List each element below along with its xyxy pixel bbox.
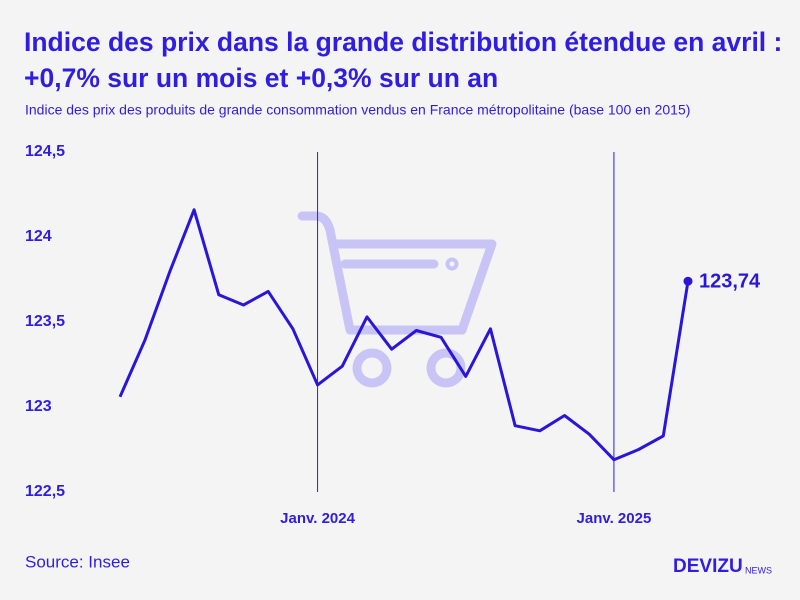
y-tick-label: 123,5	[25, 313, 65, 330]
y-tick-label: 124	[25, 228, 52, 245]
y-tick-label: 122,5	[25, 483, 65, 500]
brand-suffix: NEWS	[745, 565, 772, 575]
chart-title: Indice des prix dans la grande distribut…	[24, 27, 783, 93]
y-tick-label: 124,5	[25, 143, 65, 160]
source: Source: Insee	[25, 552, 130, 571]
x-tick-label: Janv. 2025	[577, 510, 652, 527]
end-point	[683, 276, 693, 286]
value-label: 123,74	[699, 270, 761, 292]
brand: DEVIZU	[673, 556, 743, 577]
y-tick-label: 123	[25, 398, 52, 415]
subtitle: Indice des prix des produits de grande c…	[25, 102, 690, 118]
x-tick-label: Janv. 2024	[280, 510, 355, 527]
cart-icon	[297, 211, 497, 388]
line	[118, 208, 690, 462]
